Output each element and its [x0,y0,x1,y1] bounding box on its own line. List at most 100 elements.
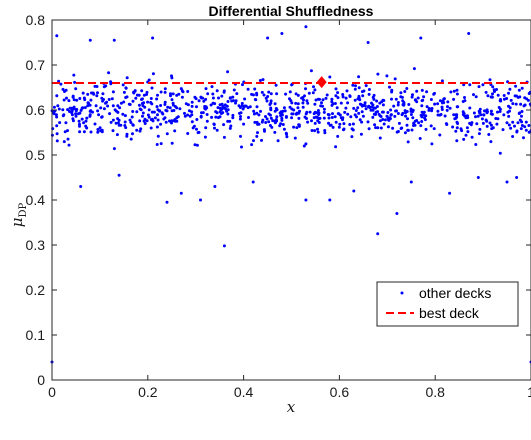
data-point [318,97,321,101]
data-point [55,132,59,136]
data-point [242,122,246,126]
data-point [476,176,480,179]
data-point [297,111,301,115]
data-point [449,90,453,94]
data-point [63,90,66,93]
data-point [519,102,523,106]
data-point [201,111,205,115]
data-point [345,89,349,93]
data-point [357,111,361,115]
data-point [487,133,491,136]
data-point [517,88,521,92]
data-point [515,94,518,98]
data-point [145,119,149,123]
data-point [260,90,264,94]
data-point [333,115,337,119]
data-point [474,143,478,146]
data-point [232,88,236,92]
data-point [452,89,456,93]
data-point [389,113,393,117]
data-point [67,143,71,147]
data-point [502,97,506,101]
data-point [508,87,512,91]
data-point [346,101,350,105]
data-point [362,89,366,93]
data-point [376,72,380,76]
data-point [156,118,160,122]
data-point [170,76,174,80]
data-point [495,88,498,91]
data-point [151,36,155,40]
data-point [514,84,518,88]
y-tick-label: 0.8 [26,12,46,28]
data-point [251,180,255,184]
data-point [118,106,122,110]
data-point [61,108,65,112]
data-point [381,98,385,102]
data-point [87,101,90,105]
data-point [152,110,156,114]
data-point [267,120,271,124]
data-point [163,100,167,104]
data-point [156,93,159,97]
data-point [440,108,444,111]
data-point [438,133,442,137]
data-point [143,105,147,109]
data-point [205,113,209,116]
data-point [301,105,305,109]
data-point [488,121,492,125]
data-point [378,119,382,123]
data-point [411,93,414,97]
data-point [140,89,144,93]
data-point [296,102,300,106]
data-point [210,115,214,119]
data-point [221,111,225,115]
data-point [222,135,226,139]
data-point [241,107,245,111]
data-point [367,127,371,131]
data-point [65,96,68,100]
data-point [393,77,397,81]
data-point [322,116,326,120]
data-point [268,124,272,127]
data-point [297,116,301,120]
data-point [114,121,118,125]
data-point [102,85,106,89]
data-point [141,114,144,118]
data-point [129,121,133,124]
data-point [334,94,338,98]
data-point [321,104,324,108]
data-point [231,99,235,103]
data-point [520,114,523,118]
data-point [337,125,341,129]
data-point [116,104,120,108]
data-point [374,126,378,130]
data-point [107,71,111,75]
data-point [509,126,513,130]
data-point [410,128,414,132]
data-point [480,117,484,121]
data-point [226,70,230,74]
data-point [74,114,78,118]
data-point [411,110,415,114]
data-point [240,104,244,108]
data-point [223,103,227,107]
data-point [147,108,151,112]
x-tick-label: 0 [48,384,56,400]
data-point [385,114,389,118]
data-point [481,83,485,87]
data-point [511,135,515,138]
data-point [151,72,155,76]
data-point [86,104,90,108]
data-point [472,93,475,97]
data-point [131,110,135,113]
data-point [409,180,413,184]
data-point [112,147,116,151]
data-point [316,119,320,123]
data-point [197,99,201,103]
data-point [140,97,144,101]
data-point [325,93,329,97]
data-point [388,117,392,121]
data-point [150,86,154,90]
data-point [375,99,379,103]
